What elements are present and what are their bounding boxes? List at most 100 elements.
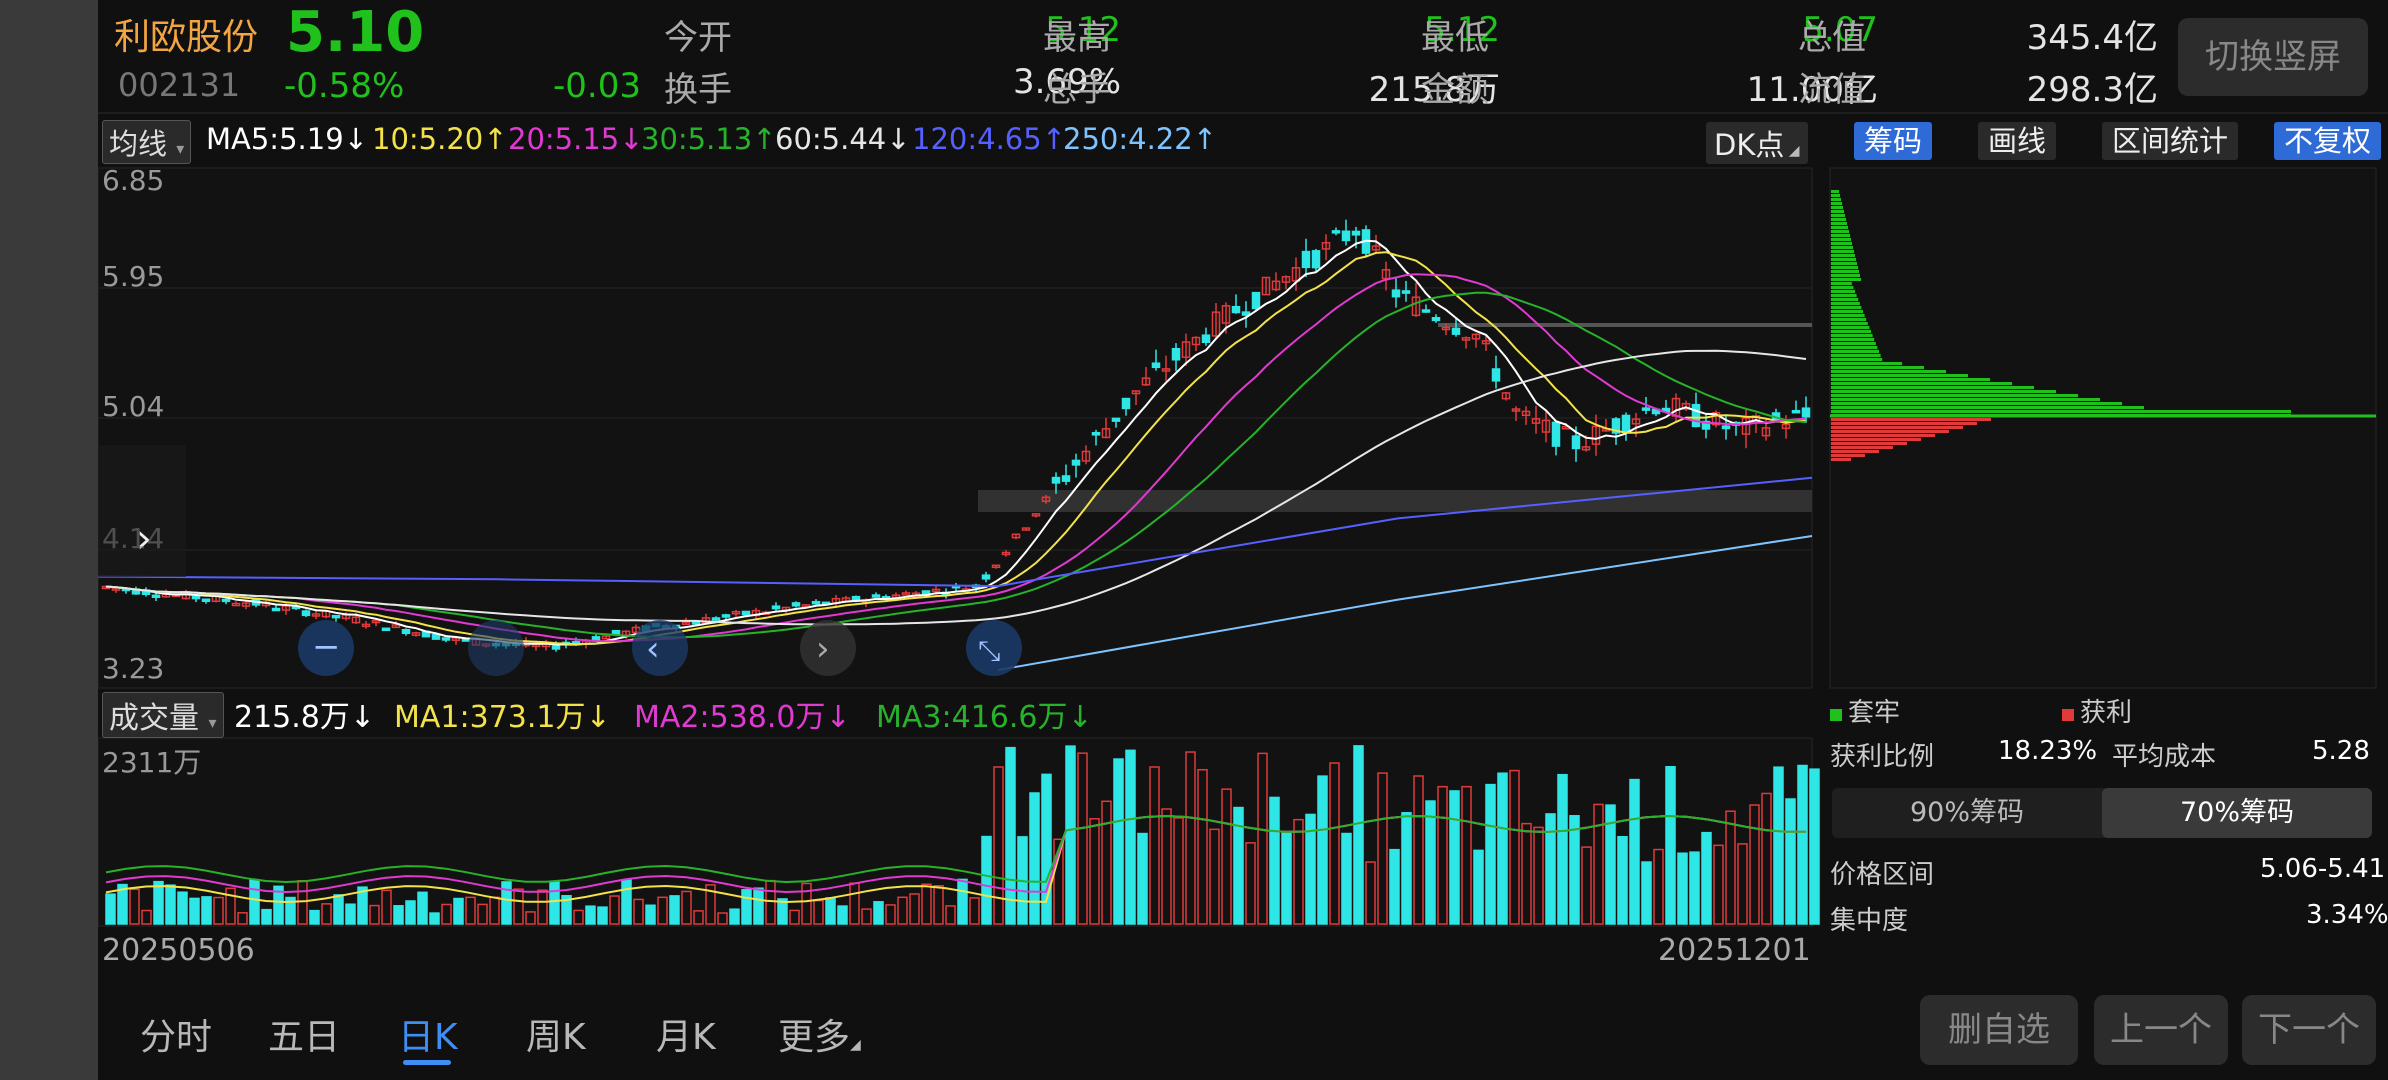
chip-bar [1831, 194, 1840, 197]
chip-bar [1831, 342, 1876, 345]
start-date: 20250506 [102, 933, 255, 968]
tab-draw-line[interactable]: 画线 [1978, 122, 2057, 160]
volume-value: 215.8万↓ [234, 700, 376, 735]
segment-90-percent[interactable]: 90%筹码 [1909, 797, 2024, 828]
scroll-left-button[interactable]: ‹ [632, 620, 688, 676]
candle-body [991, 564, 1001, 569]
volume-bar [1077, 752, 1088, 925]
compress-button[interactable]: ⤡ [966, 620, 1022, 676]
candle-body [1181, 341, 1191, 358]
remove-favorite-button[interactable]: 删自选 [1920, 995, 2078, 1065]
candle-body [1451, 327, 1461, 335]
candle-body [1741, 417, 1751, 435]
volume-bar [657, 896, 668, 925]
chip-bar [1831, 250, 1854, 253]
tab-chips[interactable]: 筹码 [1854, 122, 1933, 160]
volume-selector[interactable]: 成交量 ▾ [102, 692, 224, 738]
scroll-right-button[interactable]: › [800, 620, 856, 676]
expand-panel[interactable] [98, 445, 186, 577]
previous-stock-button[interactable]: 上一个 [2094, 995, 2228, 1065]
candle-body [731, 610, 741, 615]
candle-body [931, 588, 941, 593]
volume-bar [1053, 838, 1064, 925]
volume-bar [1245, 842, 1256, 925]
tab-intraday[interactable]: 分时 [140, 1017, 213, 1058]
tab-more[interactable]: 更多◢ [778, 1008, 861, 1060]
volume-bar [1257, 752, 1268, 925]
y-axis-label: 5.04 [102, 390, 164, 423]
tab-range-stats[interactable]: 区间统计 [2102, 122, 2239, 160]
kline-chart[interactable]: › − ‹ › ⤡ 6.85 5.95 5.04 4.14 3.23 2311万… [98, 160, 2388, 990]
amount-label: 金额 [1421, 70, 1489, 110]
volume-bar [477, 903, 488, 925]
candle-body [191, 595, 201, 600]
volume-bar [129, 888, 140, 925]
volume-bar [705, 884, 716, 925]
volume-bar [1569, 815, 1580, 925]
tab-weekly-k[interactable]: 周K [526, 1017, 586, 1058]
volume-bar [837, 905, 848, 925]
chip-bar [1831, 394, 2078, 397]
volume-bar [1209, 828, 1220, 925]
candle-body [1101, 428, 1111, 439]
chip-bar [1831, 418, 1991, 421]
tab-no-adjust[interactable]: 不复权 [2274, 122, 2382, 160]
chip-bar [1831, 206, 1843, 209]
chip-bar [1831, 330, 1871, 333]
candle-body [221, 598, 231, 603]
volume-bar [921, 883, 932, 925]
high-value: 5.12 [1424, 10, 1500, 50]
chip-bar [1831, 258, 1856, 261]
volume-bar [405, 900, 416, 925]
candle-body [1071, 459, 1081, 466]
volume-bar [321, 903, 332, 925]
chip-bar [1831, 222, 1847, 225]
candles-group [101, 219, 1811, 652]
volume-selector-label: 成交量 [109, 701, 199, 736]
next-stock-button[interactable]: 下一个 [2242, 995, 2376, 1065]
chip-bar [1831, 438, 1921, 441]
candle-body [1271, 280, 1281, 291]
period-tabs: 分时 五日 日K 周K 月K 更多◢ [98, 990, 1818, 1080]
volume-bar [1401, 812, 1412, 925]
ma10-value: 10:5.20↑ [372, 122, 508, 156]
volume-bar [1269, 796, 1280, 925]
volume-bar [1101, 800, 1112, 925]
stock-kline-app: 利欧股份 5.10 002131 -0.58% -0.03 今开 5.12 最高… [98, 0, 2388, 1080]
candle-body [1531, 418, 1541, 424]
chevron-right-icon[interactable]: › [136, 516, 152, 562]
tab-monthly-k[interactable]: 月K [656, 1017, 716, 1058]
volume-bar [1233, 806, 1244, 925]
volume-bar [1437, 785, 1448, 925]
ma-selector[interactable]: 均线 ▾ [102, 120, 192, 164]
chip-bar [1831, 246, 1853, 249]
volume-bar [501, 881, 512, 925]
candle-body [691, 621, 701, 625]
candle-body [1131, 390, 1141, 395]
volume-bar [1005, 746, 1016, 925]
candle-body [1261, 276, 1271, 296]
volume-bar [1137, 832, 1148, 925]
volume-bar [573, 909, 584, 925]
volume-bar [993, 766, 1004, 925]
amount-value: 11.00亿 [1746, 70, 1878, 110]
volume-bar [369, 904, 380, 925]
candle-body [711, 617, 721, 621]
chip-bar [1831, 390, 2056, 393]
zoom-in-button[interactable] [468, 620, 524, 676]
candle-body [1111, 417, 1121, 422]
zoom-out-button[interactable]: − [298, 620, 354, 676]
segment-70-percent[interactable]: 70%筹码 [2102, 788, 2372, 838]
left-window-edge [0, 0, 98, 1080]
volume-bar [1749, 804, 1760, 925]
volume-bar [213, 896, 224, 925]
avg-cost-value: 5.28 [2312, 736, 2370, 766]
tab-five-day[interactable]: 五日 [268, 1017, 341, 1058]
ma60-value: 60:5.44↓ [775, 122, 911, 156]
switch-portrait-button[interactable]: 切换竖屏 [2178, 18, 2368, 96]
dk-point-label: DK点 [1714, 128, 1785, 162]
tab-daily-k[interactable]: 日K [398, 1017, 458, 1058]
dk-point-button[interactable]: DK点 ◢ [1706, 122, 1808, 164]
volume-bar [1149, 766, 1160, 925]
ma-line-60 [105, 349, 1807, 626]
